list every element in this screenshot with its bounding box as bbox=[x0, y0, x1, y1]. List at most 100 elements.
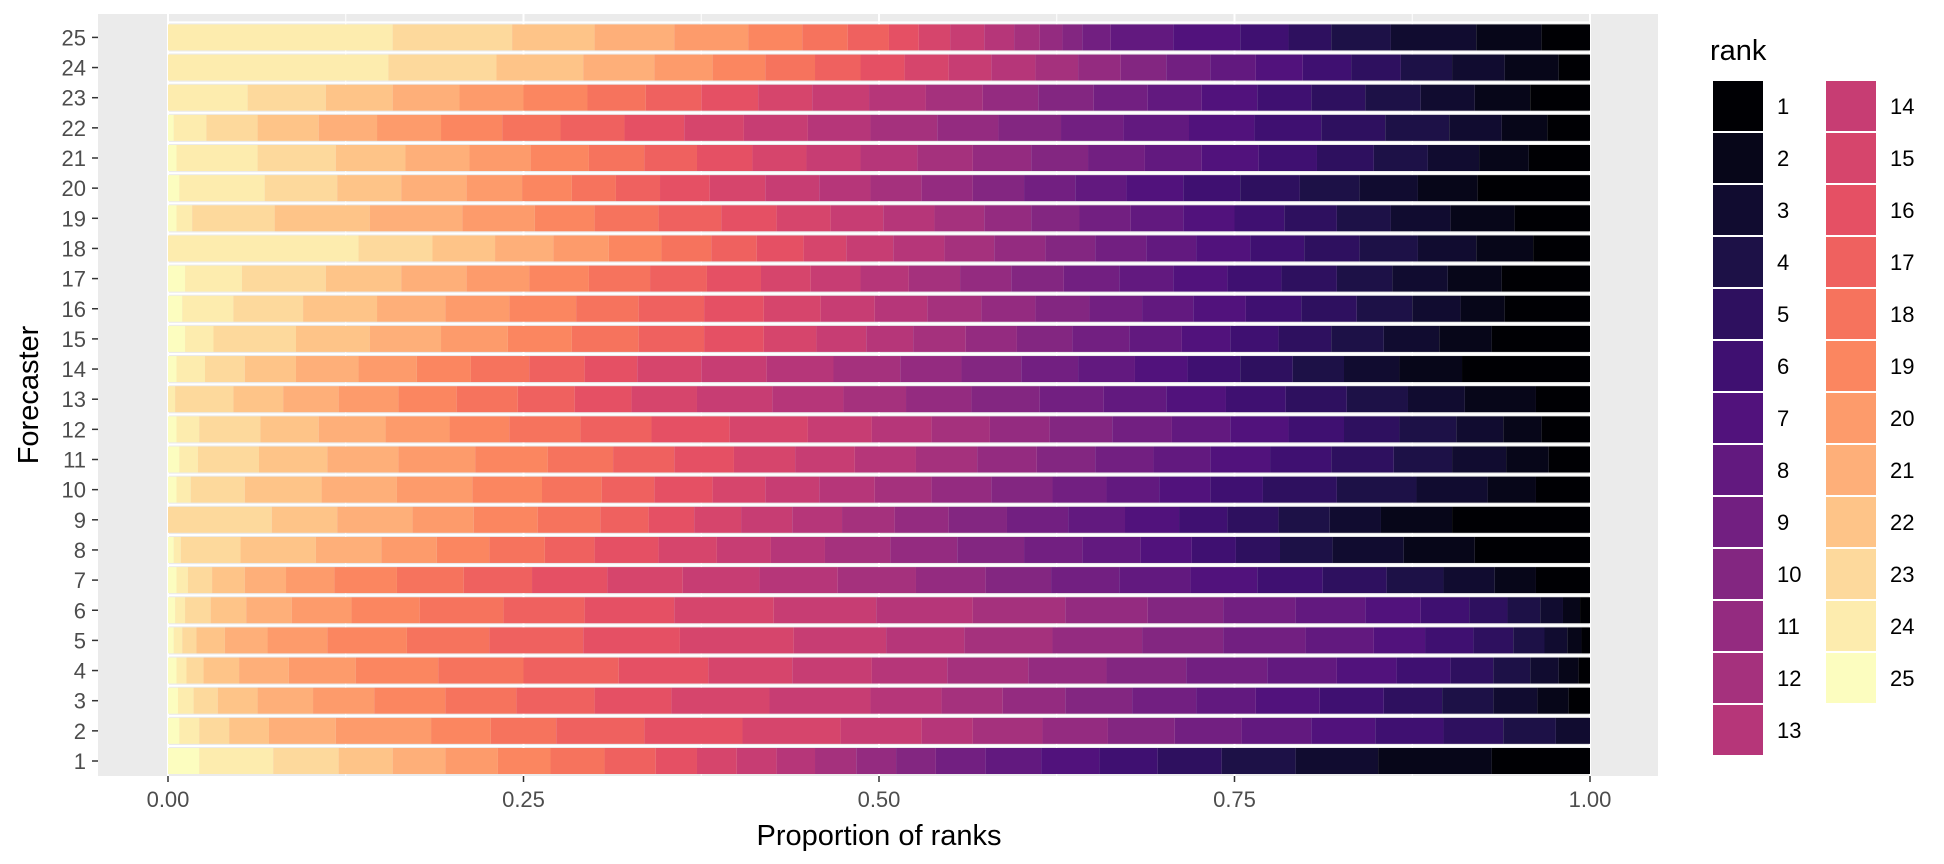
bar-segment-f9-rank8 bbox=[1068, 506, 1126, 533]
y-tick-label: 6 bbox=[74, 598, 86, 623]
bar-segment-f2-rank15 bbox=[742, 717, 841, 744]
bar-segment-f15-rank13 bbox=[866, 325, 914, 352]
bar-segment-f10-rank10 bbox=[991, 476, 1053, 503]
bar-segment-f14-rank6 bbox=[1187, 356, 1241, 383]
bar-segment-f3-rank20 bbox=[313, 687, 375, 714]
bar-segment-f16-rank14 bbox=[820, 295, 875, 322]
bar-segment-f17-rank23 bbox=[241, 265, 326, 292]
x-tick-label: 1.00 bbox=[1569, 787, 1612, 812]
bar-segment-f12-rank12 bbox=[931, 416, 990, 443]
bar-segment-f1-rank11 bbox=[856, 748, 897, 774]
bar-segment-f20-rank25 bbox=[168, 175, 180, 202]
legend-label-rank-12: 12 bbox=[1777, 666, 1801, 691]
bar-segment-f4-rank1 bbox=[1578, 657, 1590, 684]
y-tick-label: 14 bbox=[62, 357, 86, 382]
x-tick-label: 0.00 bbox=[147, 787, 190, 812]
bar-segment-f19-rank3 bbox=[1390, 205, 1451, 232]
bar-segment-f4-rank11 bbox=[1028, 657, 1107, 684]
bar-segment-f6-rank20 bbox=[291, 597, 352, 624]
bar-segment-f9-rank12 bbox=[842, 506, 895, 533]
bar-segment-f7-rank3 bbox=[1443, 567, 1495, 594]
bar-segment-f16-rank2 bbox=[1460, 295, 1505, 322]
bar-segment-f16-rank16 bbox=[704, 295, 764, 322]
bar-segment-f8-rank18 bbox=[489, 536, 545, 563]
bar-segment-f2-rank17 bbox=[556, 717, 645, 744]
bar-segment-f21-rank12 bbox=[917, 145, 973, 171]
bar-row-forecaster-25 bbox=[168, 21, 1590, 51]
bar-segment-f12-rank25 bbox=[168, 416, 177, 443]
bar-segment-f19-rank11 bbox=[984, 205, 1032, 232]
bar-segment-f21-rank23 bbox=[257, 145, 336, 171]
bar-segment-f3-rank1 bbox=[1568, 687, 1590, 714]
bar-segment-f8-rank19 bbox=[436, 536, 490, 563]
bar-segment-f1-rank1 bbox=[1491, 748, 1590, 774]
bar-segment-f2-rank7 bbox=[1311, 717, 1376, 744]
bar-segment-f7-rank13 bbox=[759, 567, 838, 594]
bar-segment-f11-rank23 bbox=[197, 446, 260, 473]
bar-segment-f17-rank12 bbox=[908, 265, 961, 292]
bar-segment-f14-rank20 bbox=[358, 356, 417, 383]
bar-segment-f19-rank2 bbox=[1450, 205, 1515, 232]
bar-segment-f5-rank8 bbox=[1305, 627, 1374, 654]
bar-segment-f4-rank25 bbox=[168, 657, 177, 684]
bar-segment-f7-rank21 bbox=[244, 567, 287, 594]
bar-segment-f4-rank14 bbox=[792, 657, 872, 684]
x-tick-label: 0.25 bbox=[502, 787, 545, 812]
bar-segment-f7-rank6 bbox=[1257, 567, 1323, 594]
legend-label-rank-6: 6 bbox=[1777, 354, 1789, 379]
bar-segment-f4-rank17 bbox=[523, 657, 619, 684]
legend-swatch-rank-21 bbox=[1826, 445, 1876, 495]
bar-segment-f7-rank5 bbox=[1322, 567, 1387, 594]
bar-segment-f18-rank19 bbox=[608, 235, 662, 262]
bar-segment-f13-rank13 bbox=[772, 386, 844, 413]
bar-segment-f24-rank20 bbox=[654, 54, 713, 81]
bar-segment-f23-rank23 bbox=[247, 84, 326, 111]
bar-segment-f16-rank19 bbox=[509, 295, 577, 322]
bar-segment-f8-rank10 bbox=[957, 536, 1025, 563]
bar-segment-f19-rank19 bbox=[534, 205, 595, 232]
bar-segment-f15-rank20 bbox=[441, 325, 508, 352]
bar-segment-f5-rank3 bbox=[1544, 627, 1568, 654]
bar-segment-f24-rank8 bbox=[1210, 54, 1256, 81]
legend-label-rank-4: 4 bbox=[1777, 250, 1789, 275]
bar-segment-f11-rank22 bbox=[259, 446, 328, 473]
bar-segment-f23-rank6 bbox=[1257, 84, 1312, 111]
bar-segment-f4-rank22 bbox=[203, 657, 240, 684]
bar-segment-f24-rank9 bbox=[1166, 54, 1211, 81]
bar-segment-f18-rank24 bbox=[168, 235, 359, 262]
bar-segment-f4-rank23 bbox=[186, 657, 204, 684]
bar-segment-f7-rank8 bbox=[1119, 567, 1191, 594]
bar-segment-f25-rank5 bbox=[1288, 24, 1332, 51]
legend-label-rank-2: 2 bbox=[1777, 146, 1789, 171]
bar-segment-f20-rank24 bbox=[179, 175, 265, 202]
bar-segment-f10-rank22 bbox=[244, 476, 322, 503]
legend-swatch-rank-7 bbox=[1713, 393, 1763, 443]
bar-segment-f9-rank10 bbox=[948, 506, 1007, 533]
legend-swatch-rank-11 bbox=[1713, 601, 1763, 651]
bar-segment-f1-rank4 bbox=[1221, 748, 1296, 774]
legend-title: rank bbox=[1710, 35, 1767, 67]
bar-segment-f8-rank8 bbox=[1082, 536, 1141, 563]
bar-segment-f13-rank14 bbox=[696, 386, 773, 413]
bar-segment-f5-rank14 bbox=[793, 627, 887, 654]
bar-row-forecaster-19 bbox=[168, 202, 1590, 232]
y-axis-title: Forecaster bbox=[13, 325, 45, 464]
bar-segment-f6-rank22 bbox=[210, 597, 247, 624]
bar-segment-f25-rank3 bbox=[1390, 24, 1477, 51]
bar-segment-f3-rank14 bbox=[769, 687, 871, 714]
bar-segment-f24-rank11 bbox=[1078, 54, 1121, 81]
bar-segment-f12-rank15 bbox=[729, 416, 808, 443]
bar-segment-f13-rank9 bbox=[1039, 386, 1104, 413]
bar-segment-f13-rank16 bbox=[574, 386, 632, 413]
bar-segment-f12-rank22 bbox=[260, 416, 319, 443]
bar-segment-f3-rank16 bbox=[594, 687, 672, 714]
bar-segment-f14-rank3 bbox=[1343, 356, 1400, 383]
bar-segment-f7-rank1 bbox=[1535, 567, 1590, 594]
bar-segment-f8-rank15 bbox=[658, 536, 717, 563]
bar-segment-f10-rank17 bbox=[601, 476, 655, 503]
legend-label-rank-17: 17 bbox=[1890, 250, 1914, 275]
bar-segment-f12-rank3 bbox=[1456, 416, 1504, 443]
bar-segment-f10-rank7 bbox=[1159, 476, 1211, 503]
legend-swatch-rank-12 bbox=[1713, 653, 1763, 703]
